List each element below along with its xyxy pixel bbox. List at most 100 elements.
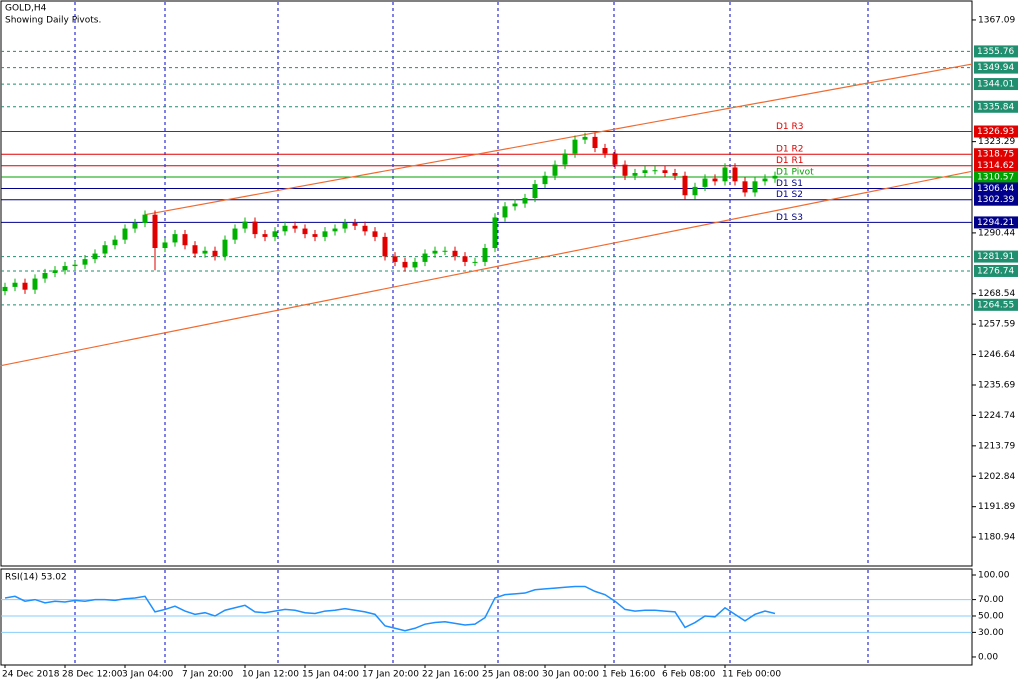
candle-body: [212, 250, 218, 257]
y-tick-label: 1323.29: [978, 137, 1015, 147]
candle-body: [12, 282, 18, 287]
price-label: 1349.94: [977, 63, 1014, 73]
price-box: [974, 148, 1018, 161]
candle-body: [122, 228, 128, 240]
candle-body: [412, 261, 418, 268]
candle-body: [742, 181, 748, 193]
y-tick-label: 1213.79: [978, 441, 1015, 451]
candle-body: [692, 186, 698, 196]
price-label: 1264.55: [977, 300, 1014, 310]
y-tick-label: 1191.89: [978, 502, 1015, 512]
rsi-line: [4, 585, 776, 632]
candle-body: [522, 198, 528, 204]
price-label: 1335.84: [977, 102, 1014, 112]
x-tick-label: 6 Feb 08:00: [662, 670, 716, 680]
candle-body: [612, 153, 618, 165]
candle-body: [452, 250, 458, 257]
pivot-label: D1 S2: [776, 190, 803, 200]
candle-body: [362, 225, 368, 232]
candle-body: [472, 261, 478, 263]
candle-body: [702, 178, 708, 187]
candle-body: [222, 239, 228, 257]
y-tick-label: 1367.09: [978, 15, 1015, 25]
price-box: [974, 298, 1018, 311]
candle-body: [652, 170, 658, 172]
pivot-label: D1 R3: [776, 122, 804, 132]
candle-body: [662, 170, 668, 173]
candle-body: [462, 256, 468, 262]
candle-body: [82, 259, 88, 265]
price-box: [974, 45, 1018, 58]
candle-body: [132, 223, 138, 229]
x-tick-label: 15 Jan 04:00: [302, 670, 359, 680]
price-label: 1294.21: [977, 218, 1014, 228]
candle-body: [512, 203, 518, 207]
candle-body: [372, 231, 378, 237]
candle-body: [502, 206, 508, 218]
candle-body: [602, 147, 608, 154]
candle-body: [762, 178, 768, 182]
x-tick-label: 28 Dec 12:00: [62, 670, 123, 680]
price-box: [974, 250, 1018, 263]
rsi-tick-label: 70.00: [978, 595, 1004, 605]
price-box: [974, 264, 1018, 277]
y-tick-label: 1257.59: [978, 320, 1015, 330]
candle-body: [542, 175, 548, 185]
pivot-label: D1 R2: [776, 145, 804, 155]
price-box: [974, 216, 1018, 229]
x-tick-label: 24 Dec 2018: [2, 670, 60, 680]
candle-body: [322, 231, 328, 237]
price-box: [974, 125, 1018, 138]
price-label: 1326.93: [977, 127, 1014, 137]
rsi-tick-label: 50.00: [978, 611, 1004, 621]
price-box: [974, 159, 1018, 172]
candle-body: [182, 234, 188, 246]
candle-body: [232, 228, 238, 240]
candle-body: [432, 250, 438, 254]
x-tick-label: 11 Feb 00:00: [722, 670, 781, 680]
candle-body: [172, 234, 178, 243]
candle-body: [402, 261, 408, 268]
y-tick-label: 1235.69: [978, 381, 1015, 391]
main-panel: [0, 0, 973, 567]
y-tick-label: 1290.44: [978, 228, 1015, 238]
candle-body: [2, 286, 8, 292]
candle-body: [192, 245, 198, 254]
y-tick-label: 1202.84: [978, 472, 1015, 482]
price-label: 1310.57: [977, 172, 1014, 182]
candle-body: [72, 264, 78, 267]
candle-body: [562, 153, 568, 165]
trendline: [144, 63, 973, 216]
candle-body: [532, 184, 538, 199]
price-box: [974, 61, 1018, 74]
candle-body: [272, 231, 278, 237]
candle-body: [632, 172, 638, 176]
pivot-label: D1 Pivot: [776, 167, 814, 177]
candle-body: [772, 175, 778, 179]
price-label: 1355.76: [977, 47, 1014, 57]
x-tick-label: 1 Feb 16:00: [602, 670, 656, 680]
y-tick-label: 1224.74: [978, 411, 1015, 421]
price-label: 1302.39: [977, 195, 1014, 205]
pivot-label: D1 S1: [776, 179, 803, 189]
candle-body: [572, 139, 578, 154]
candle-body: [592, 136, 598, 148]
candle-body: [112, 239, 118, 246]
candle-body: [732, 167, 738, 182]
candle-body: [712, 178, 718, 182]
price-box: [974, 100, 1018, 113]
candle-body: [622, 164, 628, 176]
candle-body: [312, 234, 318, 237]
candle-body: [722, 167, 728, 182]
rsi-label: RSI(14) 53.02: [5, 573, 67, 583]
price-box: [974, 170, 1018, 183]
pivot-label: D1 S3: [776, 213, 803, 223]
candle-body: [42, 273, 48, 279]
price-label: 1306.44: [977, 184, 1014, 194]
candle-body: [642, 170, 648, 173]
y-tick-label: 1246.64: [978, 350, 1015, 360]
candle-body: [482, 248, 488, 262]
y-tick-label: 1268.54: [978, 289, 1015, 299]
